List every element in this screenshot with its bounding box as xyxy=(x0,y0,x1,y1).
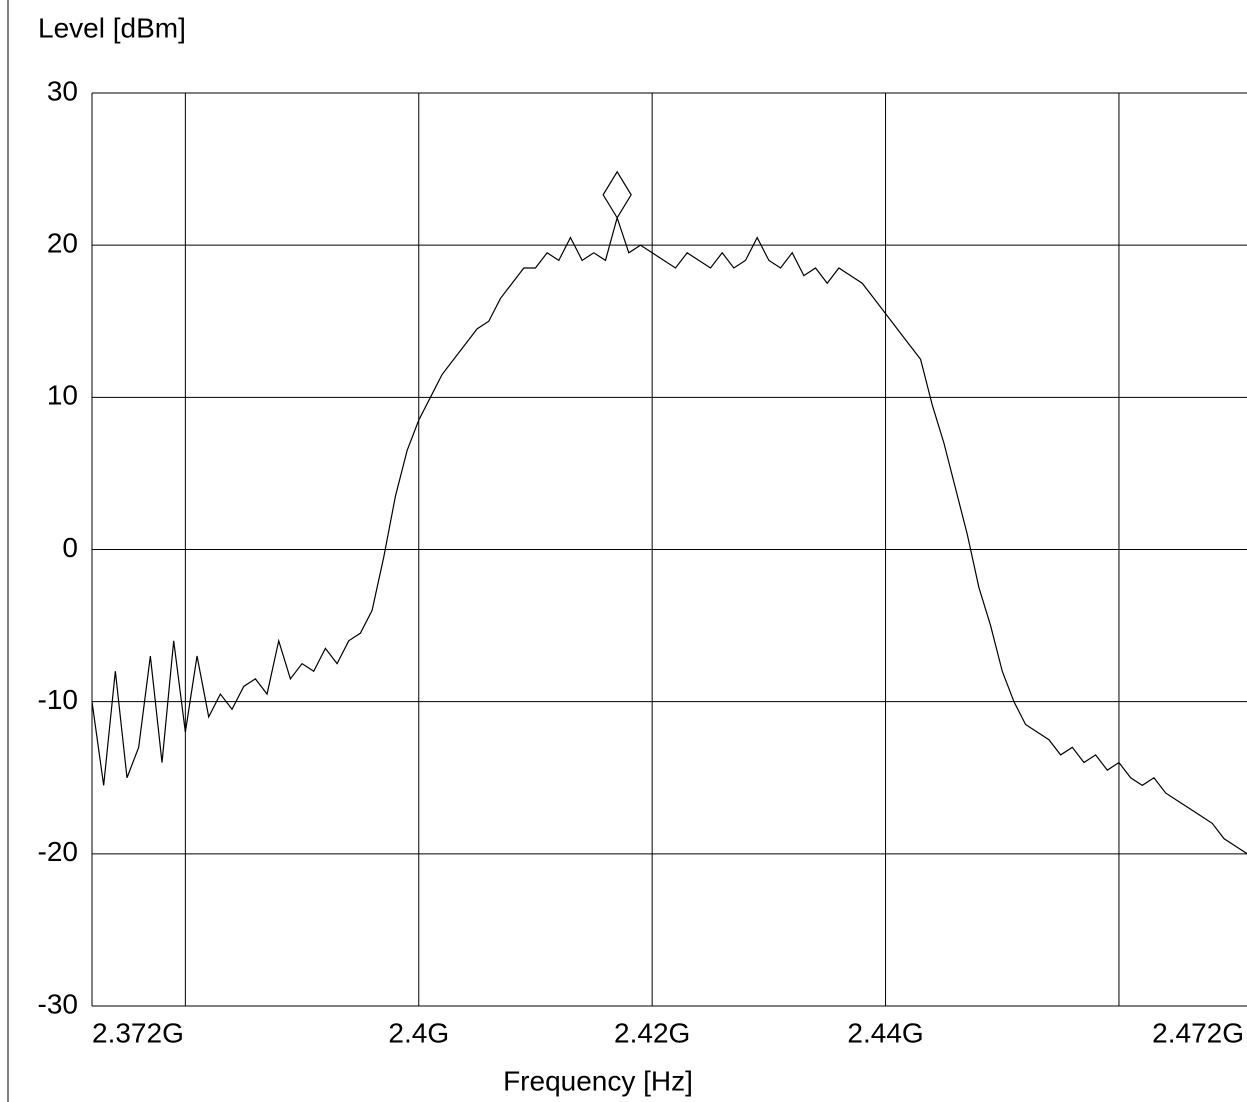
x-tick-label: 2.42G xyxy=(614,1017,690,1048)
y-axis-label: Level [dBm] xyxy=(38,12,186,43)
y-tick-label: 10 xyxy=(47,380,78,411)
x-tick-label: 2.372G xyxy=(92,1017,184,1048)
x-tick-label: 2.44G xyxy=(847,1017,923,1048)
y-tick-label: 0 xyxy=(62,532,78,563)
y-tick-label: -30 xyxy=(38,988,78,1019)
spectrum-line xyxy=(91,215,1247,855)
y-tick-label: -10 xyxy=(38,684,78,715)
peak-marker xyxy=(602,170,632,219)
x-tick-label: 2.4G xyxy=(388,1017,449,1048)
y-tick-label: 30 xyxy=(47,75,78,106)
y-tick-label: -20 xyxy=(38,836,78,867)
x-tick-label: 2.472G xyxy=(1152,1017,1244,1048)
y-tick-label: 20 xyxy=(47,228,78,259)
x-axis-label: Frequency [Hz] xyxy=(503,1065,693,1096)
